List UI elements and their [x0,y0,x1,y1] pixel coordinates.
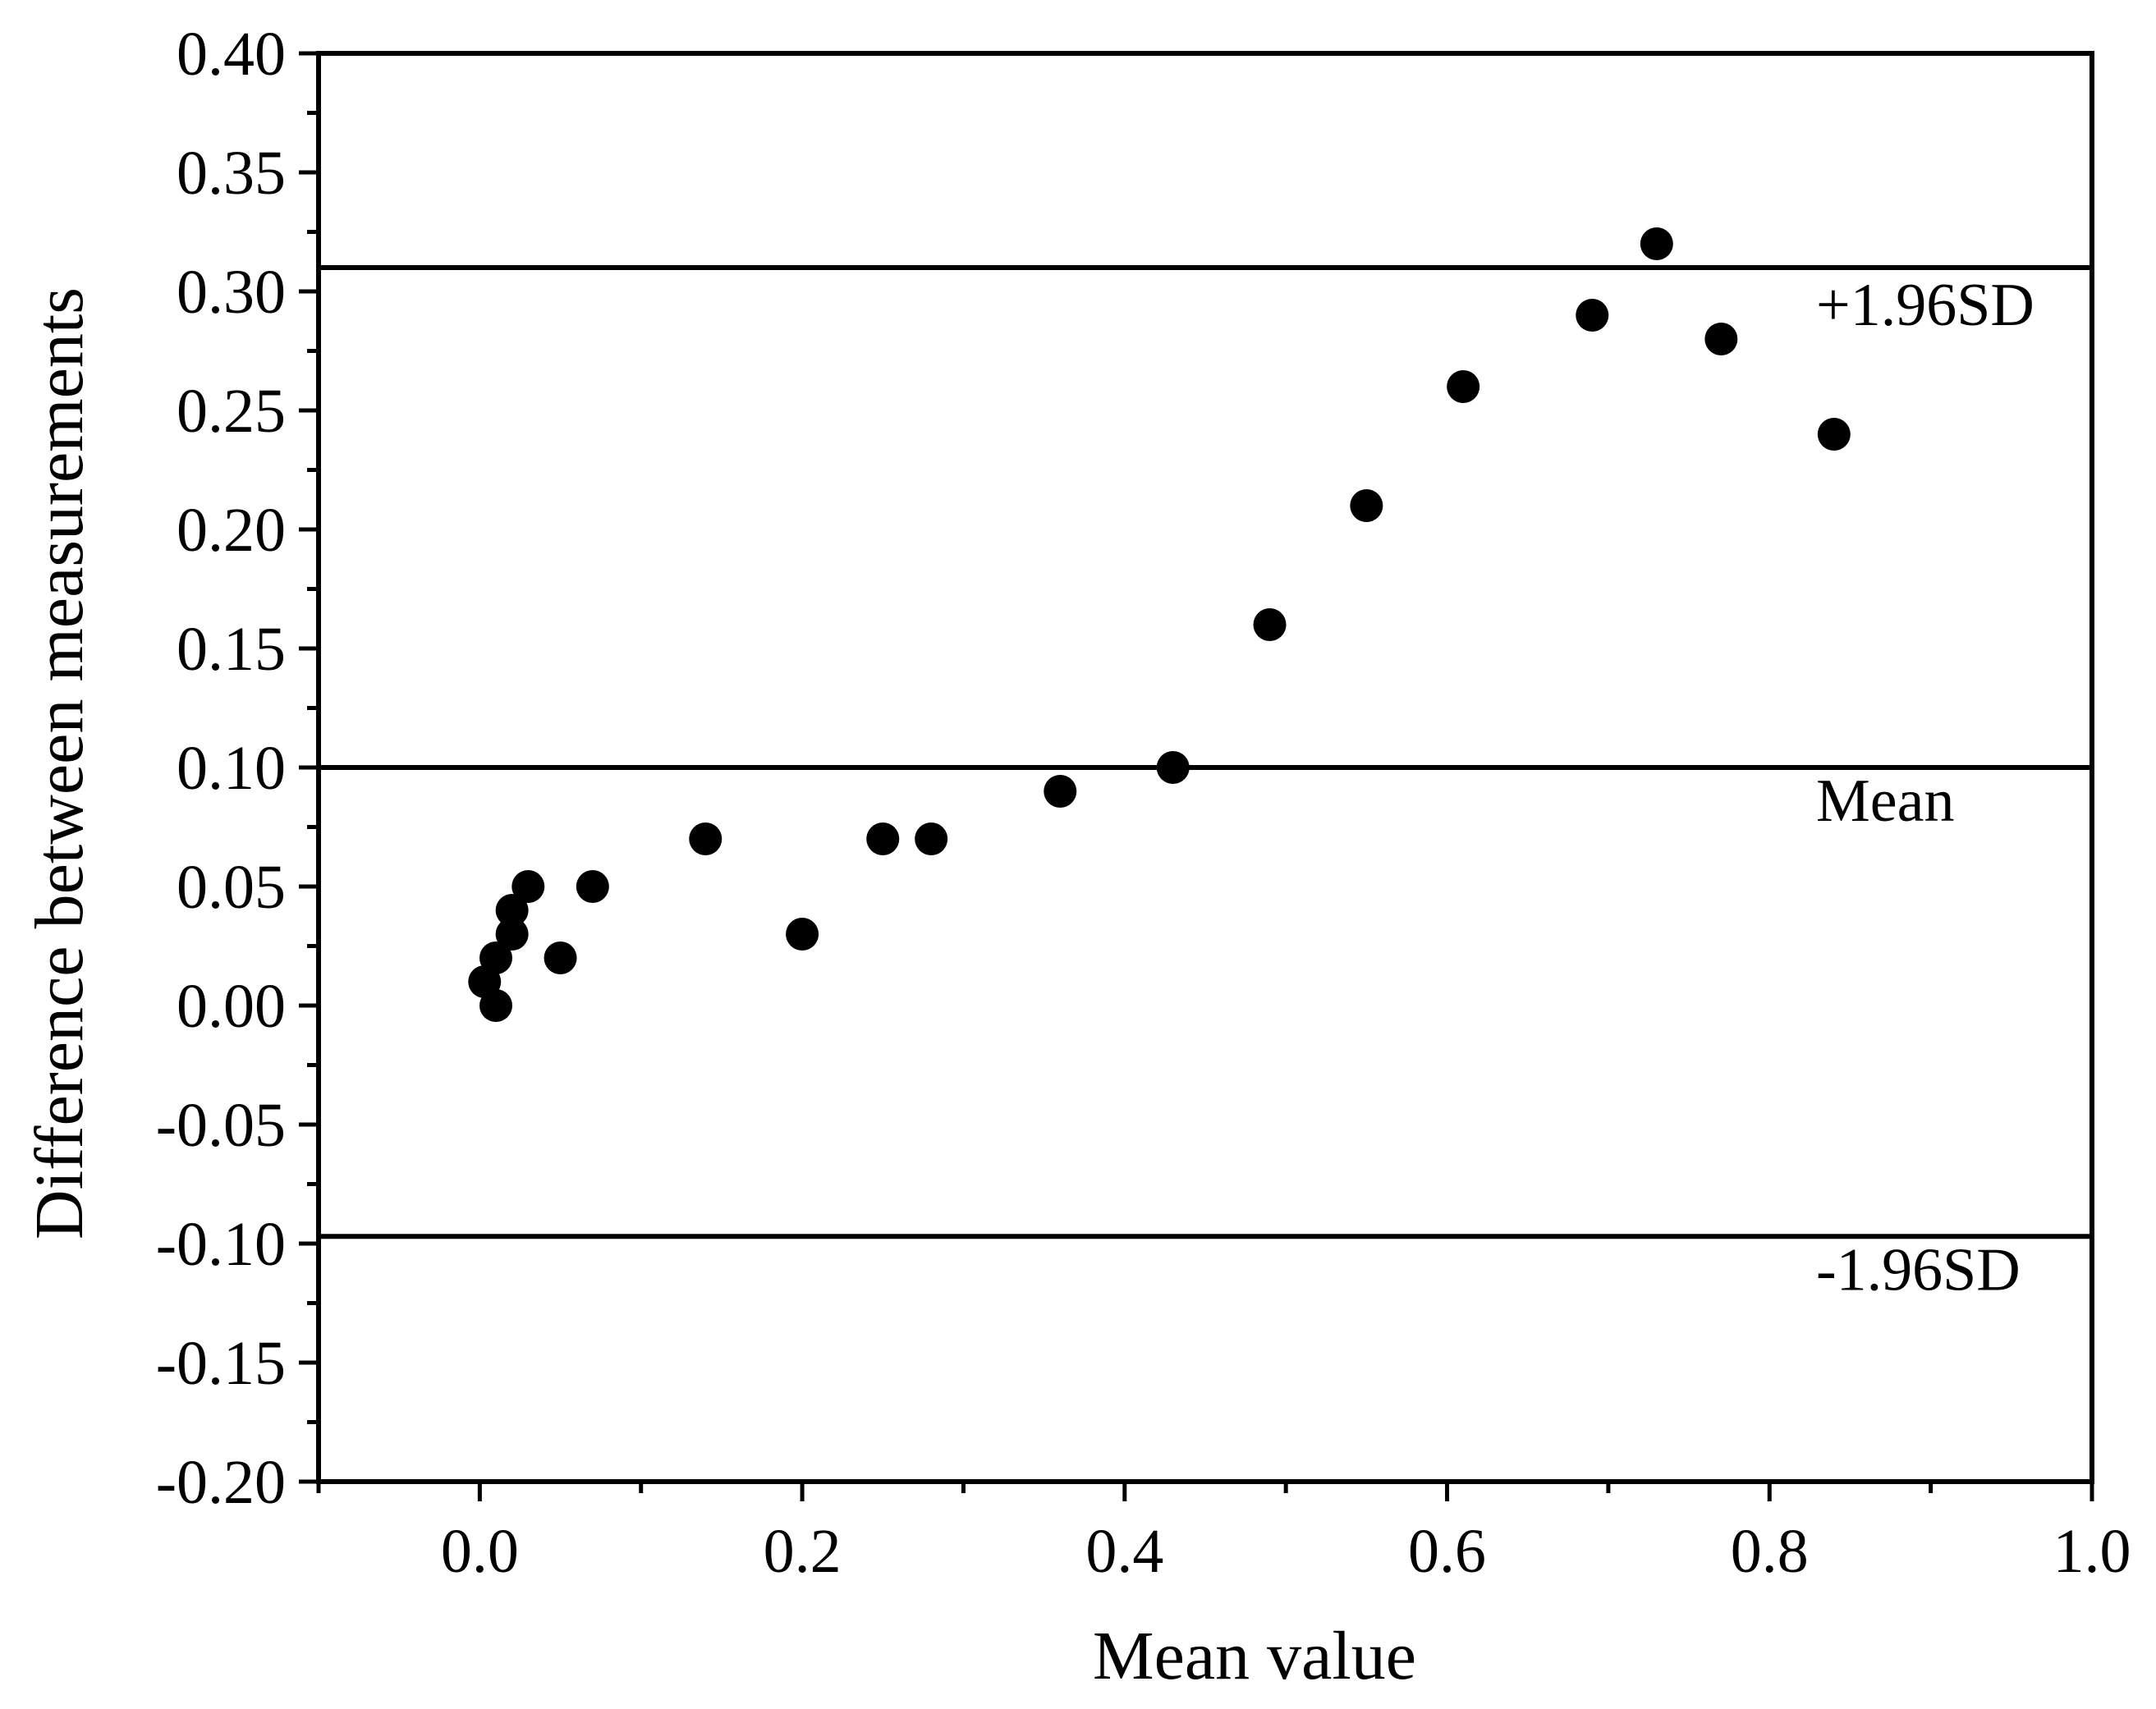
data-point [1044,775,1077,808]
reference-lines [319,265,2092,1239]
data-point [576,870,609,903]
data-point [1156,751,1190,784]
y-tick-label: 0.30 [177,258,286,327]
data-point [1817,418,1851,451]
x-axis-ticks [316,1482,2094,1501]
data-point [1253,608,1287,641]
y-axis-title: Difference between measurements [21,287,98,1239]
y-tick-label: 0.00 [177,972,286,1041]
x-tick-label: 0.4 [1085,1517,1163,1586]
data-point [689,822,722,855]
reference-labels: +1.96SD Mean -1.96SD [1816,272,2034,1304]
y-tick-label: 0.40 [177,20,286,89]
data-point [786,918,819,951]
y-axis-ticks [299,51,319,1484]
y-tick-label: 0.25 [177,377,286,446]
reference-label-mean: Mean [1816,767,1955,835]
data-point [866,822,900,855]
x-tick-label: 1.0 [2053,1517,2131,1586]
y-tick-label: 0.35 [177,139,286,208]
x-tick-label: 0.2 [764,1517,842,1586]
y-tick-label: 0.10 [177,734,286,803]
x-axis-tick-labels: 0.0 0.2 0.4 0.6 0.8 1.0 [441,1517,2131,1586]
y-tick-label: 0.15 [177,615,286,684]
data-point [1576,299,1609,332]
y-tick-label: 0.20 [177,496,286,565]
data-point [511,870,545,903]
y-tick-label: -0.05 [156,1091,286,1160]
data-point [915,822,948,855]
y-tick-label: -0.20 [156,1448,286,1517]
data-point [1704,323,1738,355]
data-point [479,942,512,974]
reference-label-lower-limit: -1.96SD [1816,1236,2021,1304]
y-axis-tick-labels: -0.20 -0.15 -0.10 -0.05 0.00 0.05 0.10 0.15 0.20… [156,20,286,1517]
data-point [1350,489,1383,522]
y-tick-label: -0.10 [156,1210,286,1279]
x-tick-label: 0.8 [1731,1517,1809,1586]
x-tick-label: 0.6 [1408,1517,1486,1586]
y-tick-label: 0.05 [177,853,286,922]
x-axis-title: Mean value [1093,1618,1416,1694]
data-point [1640,227,1673,260]
x-tick-label: 0.0 [441,1517,519,1586]
data-points [468,227,1851,1022]
data-point [495,894,529,927]
y-tick-label: -0.15 [156,1329,286,1398]
data-point [544,942,577,974]
data-point [1447,370,1480,403]
data-point [479,989,512,1022]
reference-label-upper-limit: +1.96SD [1816,272,2034,339]
data-point [495,918,529,951]
